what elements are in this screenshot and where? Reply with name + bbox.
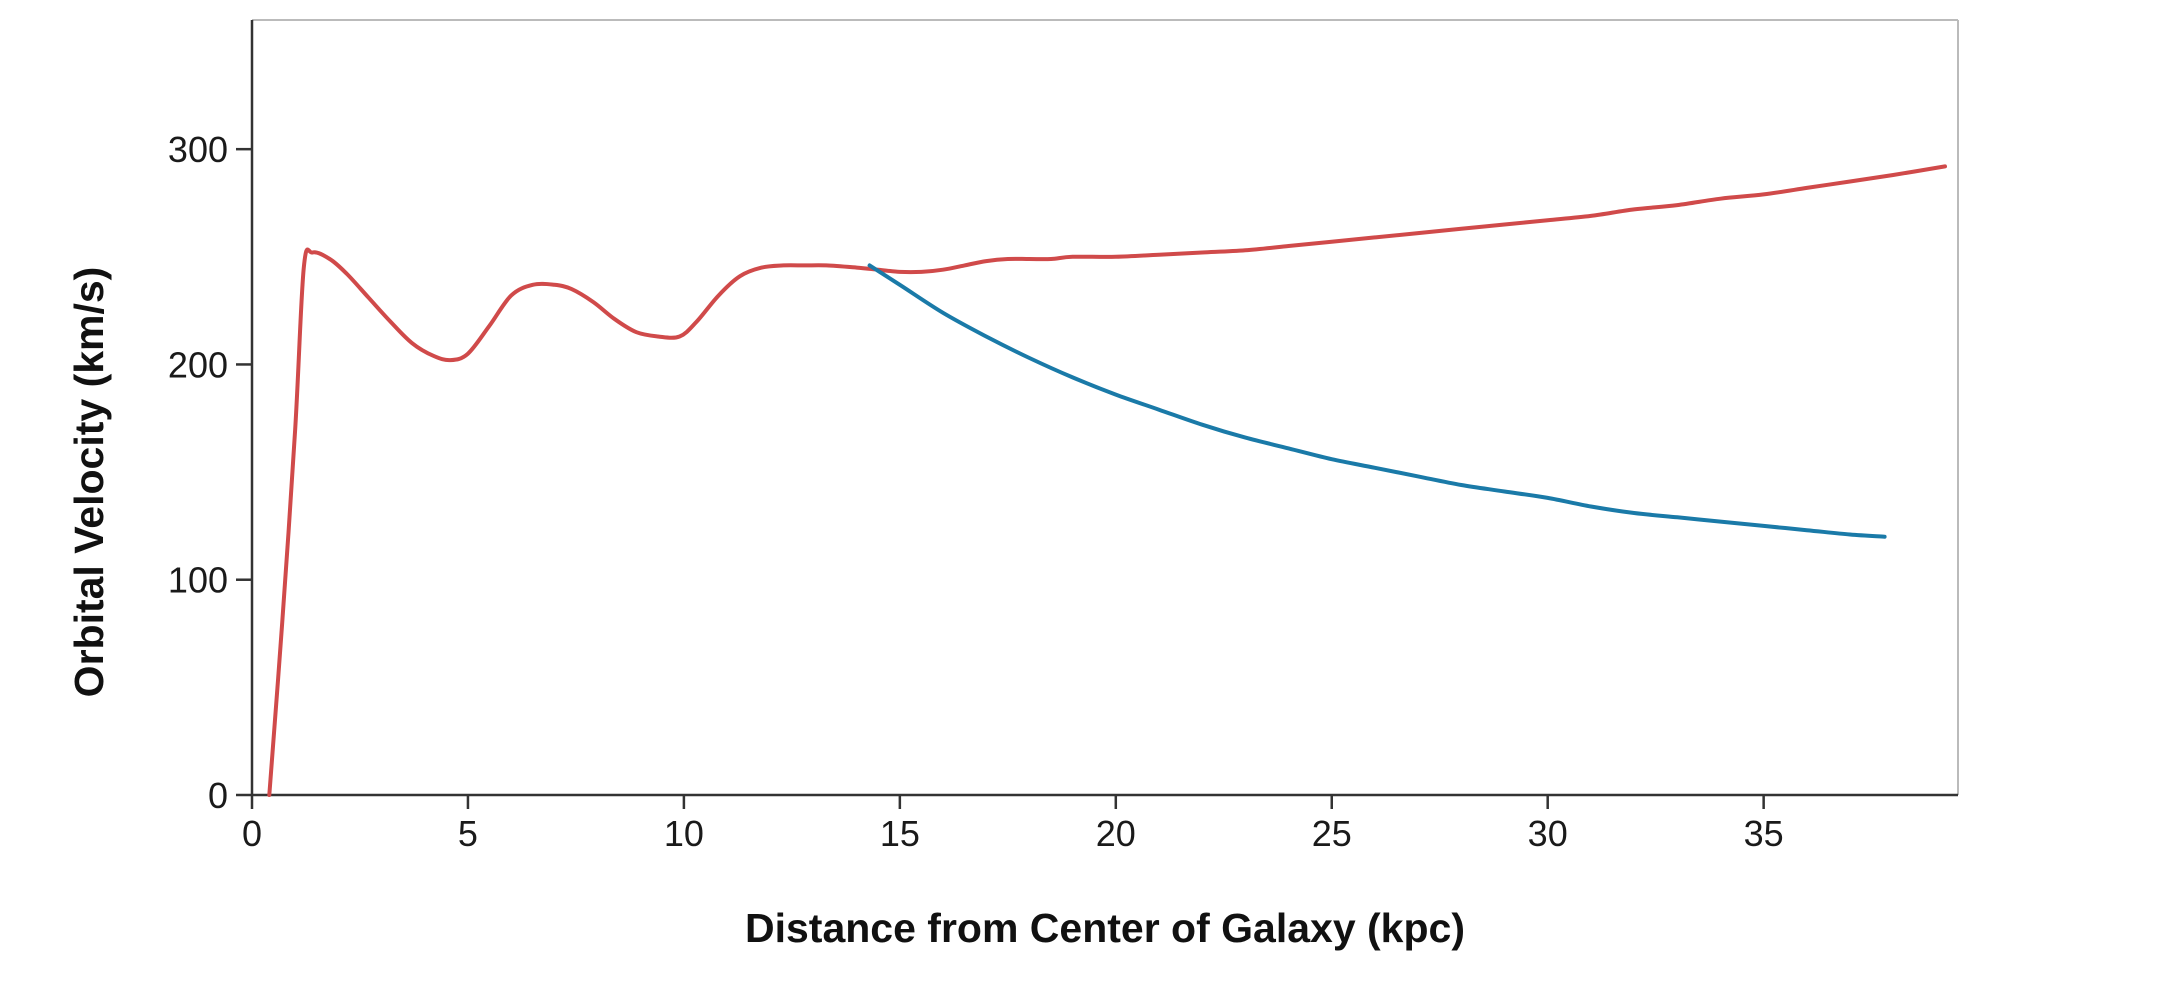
x-tick-label: 25	[1312, 813, 1352, 854]
x-tick-label: 0	[242, 813, 262, 854]
y-tick-label: 300	[168, 129, 228, 170]
axes: 0 5 10 15 20 25 30 35 0 100 200 300	[168, 20, 1958, 854]
x-tick-label: 15	[880, 813, 920, 854]
x-tick-label: 30	[1528, 813, 1568, 854]
x-axis-title: Distance from Center of Galaxy (kpc)	[745, 905, 1465, 951]
y-tick-label: 0	[208, 775, 228, 816]
plot-frame	[252, 19, 1959, 795]
y-tick-label: 200	[168, 344, 228, 385]
y-axis-title: Orbital Velocity (km/s)	[66, 267, 112, 698]
series-line-predicted	[867, 263, 1887, 539]
x-tick-label: 5	[458, 813, 478, 854]
x-tick-label: 35	[1744, 813, 1784, 854]
y-tick-label: 100	[168, 560, 228, 601]
series-group	[267, 164, 1947, 797]
series-line-observed	[267, 164, 1947, 797]
x-tick-label: 10	[664, 813, 704, 854]
x-tick-label: 20	[1096, 813, 1136, 854]
